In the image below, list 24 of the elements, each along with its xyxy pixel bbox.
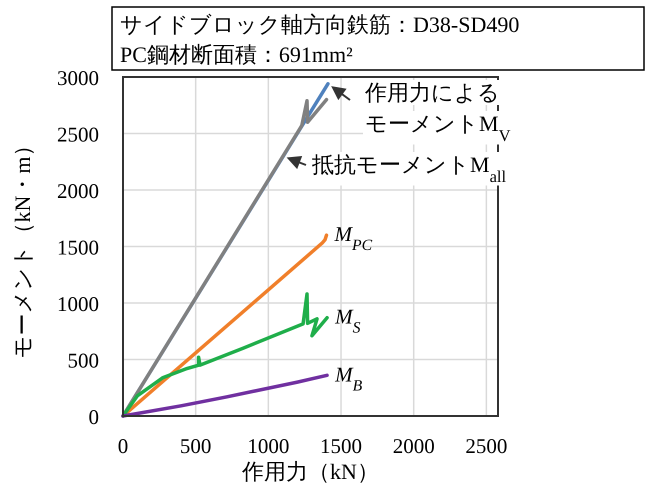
- y-tick-label: 3000: [57, 66, 99, 90]
- x-tick-label: 2500: [465, 434, 508, 458]
- annotation: 作用力によるモーメントM$_{V}$: [364, 80, 511, 144]
- y-tick-label: 2000: [57, 179, 99, 203]
- series-label: M$_{S}$: [334, 304, 361, 336]
- chart-subtitle: PC鋼材断面積：691mm²: [120, 42, 354, 67]
- y-tick-label: 2500: [57, 122, 99, 146]
- x-tick-label: 500: [180, 434, 212, 458]
- y-tick-label: 0: [88, 405, 99, 429]
- x-tick-label: 0: [118, 434, 128, 458]
- y-axis-title: モーメント（kN・m）: [10, 134, 35, 358]
- chart-title: サイドブロック軸方向鉄筋：D38-SD490: [120, 12, 520, 37]
- x-tick-label: 2000: [392, 434, 435, 458]
- x-axis-title: 作用力（kN）: [241, 459, 379, 484]
- line-series: [121, 292, 329, 418]
- y-tick-label: 1500: [57, 236, 99, 260]
- series-label: M$_{PC}$: [333, 222, 373, 254]
- line-series: [121, 374, 329, 418]
- y-tick-label: 1000: [57, 292, 99, 316]
- x-tick-label: 1500: [320, 434, 362, 458]
- annotation: 抵抗モーメントM$_{all}$: [311, 152, 506, 186]
- x-tick-label: 1000: [247, 434, 290, 458]
- series-label: M$_{B}$: [334, 362, 363, 394]
- y-tick-label: 500: [68, 348, 99, 372]
